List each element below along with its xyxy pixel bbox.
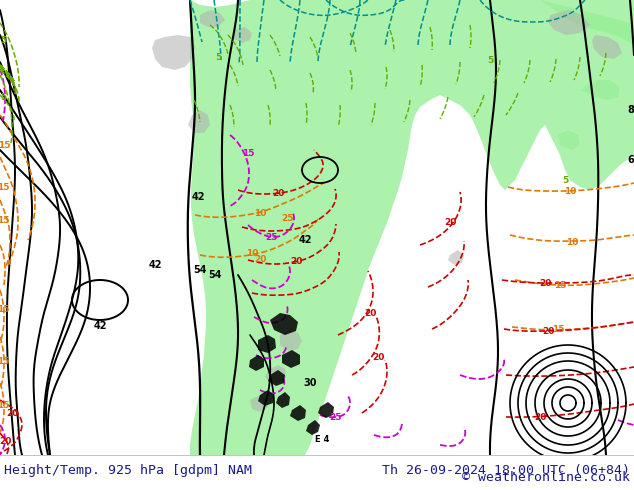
Text: 15: 15 bbox=[0, 400, 10, 410]
Polygon shape bbox=[249, 355, 264, 371]
Text: 42: 42 bbox=[93, 321, 107, 331]
Polygon shape bbox=[152, 35, 195, 70]
Text: 10: 10 bbox=[566, 238, 578, 246]
Polygon shape bbox=[540, 0, 634, 45]
Text: 20: 20 bbox=[0, 437, 11, 445]
Text: 30: 30 bbox=[303, 378, 317, 388]
Text: 20: 20 bbox=[272, 189, 284, 197]
Text: 5: 5 bbox=[487, 55, 493, 65]
Polygon shape bbox=[548, 10, 590, 35]
Polygon shape bbox=[200, 10, 225, 27]
Text: 25: 25 bbox=[329, 413, 341, 421]
Text: 42: 42 bbox=[298, 235, 312, 245]
Polygon shape bbox=[188, 110, 210, 133]
Text: 15: 15 bbox=[552, 325, 564, 335]
Text: 42: 42 bbox=[191, 192, 205, 202]
Text: Height/Temp. 925 hPa [gdpm] NAM: Height/Temp. 925 hPa [gdpm] NAM bbox=[4, 464, 252, 477]
Polygon shape bbox=[258, 390, 274, 406]
Polygon shape bbox=[290, 405, 306, 421]
Text: 10: 10 bbox=[254, 209, 266, 218]
Text: 10: 10 bbox=[246, 248, 258, 258]
Text: 15: 15 bbox=[0, 357, 10, 366]
Text: 15: 15 bbox=[0, 141, 10, 149]
Text: 10: 10 bbox=[564, 187, 576, 196]
Text: Th 26-09-2024 18:00 UTC (06+84): Th 26-09-2024 18:00 UTC (06+84) bbox=[382, 464, 630, 477]
Polygon shape bbox=[270, 313, 298, 335]
Text: 20: 20 bbox=[444, 218, 456, 226]
Text: E 4: E 4 bbox=[315, 436, 329, 444]
Text: 20: 20 bbox=[364, 309, 376, 318]
Text: 42: 42 bbox=[148, 260, 162, 270]
Polygon shape bbox=[258, 335, 276, 353]
Polygon shape bbox=[268, 370, 285, 386]
Text: 20: 20 bbox=[534, 413, 546, 421]
Polygon shape bbox=[282, 350, 300, 368]
Text: 20: 20 bbox=[6, 409, 18, 417]
Polygon shape bbox=[592, 35, 622, 59]
Text: 5: 5 bbox=[562, 175, 568, 185]
Text: 54: 54 bbox=[193, 265, 207, 275]
Text: 15: 15 bbox=[0, 305, 10, 315]
Text: 15: 15 bbox=[553, 280, 566, 290]
Polygon shape bbox=[265, 365, 286, 383]
Text: 20: 20 bbox=[372, 352, 384, 362]
Text: 80: 80 bbox=[627, 105, 634, 115]
Text: 20: 20 bbox=[290, 258, 302, 267]
Text: 15: 15 bbox=[0, 216, 10, 224]
Text: 25: 25 bbox=[281, 214, 294, 222]
Text: 20: 20 bbox=[254, 255, 266, 265]
Text: 60: 60 bbox=[627, 155, 634, 165]
Text: 5: 5 bbox=[0, 35, 6, 45]
Polygon shape bbox=[234, 27, 252, 43]
Text: 54: 54 bbox=[208, 270, 222, 280]
Text: 5: 5 bbox=[215, 52, 221, 62]
Text: 20: 20 bbox=[542, 326, 554, 336]
Polygon shape bbox=[250, 395, 268, 412]
Text: 15: 15 bbox=[0, 182, 10, 192]
Polygon shape bbox=[318, 402, 334, 418]
Polygon shape bbox=[448, 250, 464, 265]
Text: 25: 25 bbox=[266, 232, 278, 242]
Text: 5: 5 bbox=[0, 93, 6, 101]
Polygon shape bbox=[190, 0, 634, 455]
Polygon shape bbox=[276, 392, 290, 408]
Polygon shape bbox=[580, 80, 620, 100]
Text: © weatheronline.co.uk: © weatheronline.co.uk bbox=[462, 471, 630, 484]
Polygon shape bbox=[558, 130, 580, 150]
Text: 20: 20 bbox=[539, 278, 551, 288]
Polygon shape bbox=[306, 420, 320, 435]
Text: 15: 15 bbox=[242, 148, 254, 157]
Polygon shape bbox=[280, 330, 302, 351]
